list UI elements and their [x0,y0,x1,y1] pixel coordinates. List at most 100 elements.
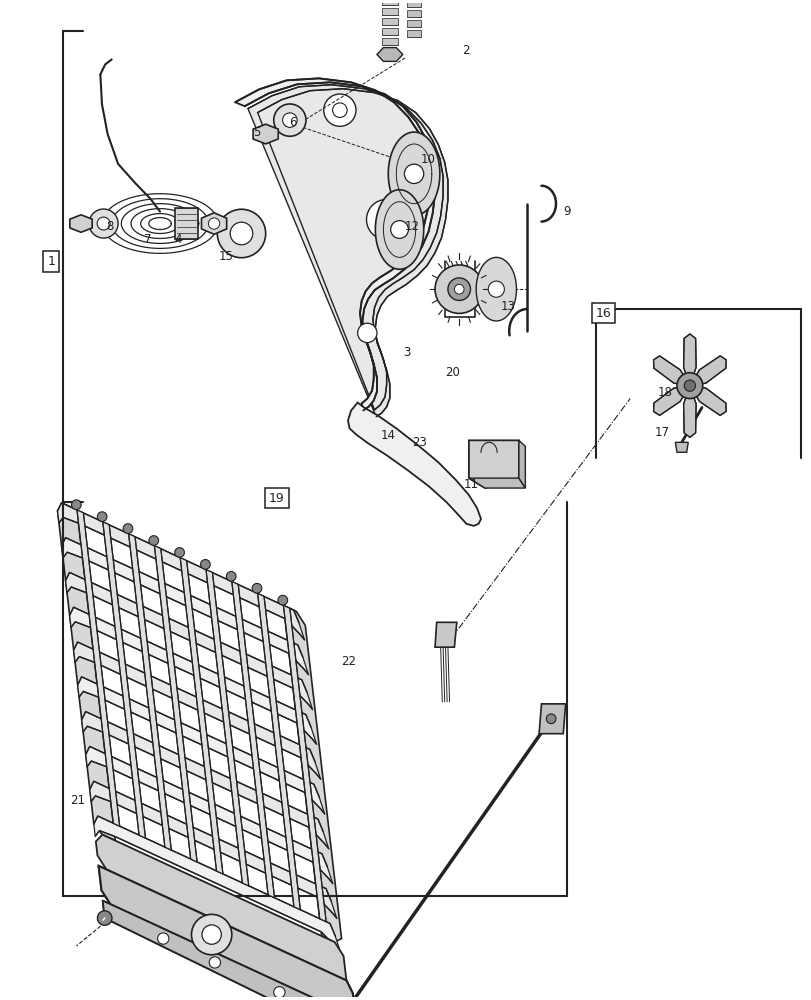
Text: 5: 5 [252,126,260,139]
Circle shape [273,987,285,998]
Circle shape [435,265,483,313]
Circle shape [333,103,346,117]
Polygon shape [689,356,725,386]
Polygon shape [381,28,397,35]
Polygon shape [78,677,324,814]
Circle shape [97,217,110,230]
Polygon shape [406,20,421,27]
Circle shape [448,278,470,300]
Circle shape [97,512,107,522]
Polygon shape [406,0,421,7]
Circle shape [454,284,464,294]
Polygon shape [206,570,248,886]
Polygon shape [375,190,423,269]
Circle shape [200,560,210,569]
Polygon shape [381,8,397,15]
Text: 19: 19 [268,492,285,505]
Polygon shape [70,215,92,232]
Polygon shape [70,607,316,744]
Polygon shape [253,124,278,144]
Polygon shape [231,582,274,898]
Polygon shape [675,442,688,452]
Text: 22: 22 [341,655,356,668]
Circle shape [357,323,376,343]
Polygon shape [77,510,119,826]
Polygon shape [381,18,397,25]
Polygon shape [347,403,480,526]
Text: 18: 18 [657,386,672,399]
Text: 2: 2 [462,44,470,57]
Text: 3: 3 [403,346,410,359]
Circle shape [202,925,221,944]
Circle shape [404,164,423,184]
Circle shape [89,209,118,238]
Circle shape [324,94,355,126]
Polygon shape [74,642,320,779]
Polygon shape [381,38,397,45]
Polygon shape [94,816,341,953]
Circle shape [71,500,81,510]
Circle shape [208,218,220,229]
Polygon shape [90,781,337,918]
Polygon shape [234,78,435,410]
Circle shape [209,957,221,968]
Polygon shape [381,0,397,5]
Polygon shape [66,572,312,709]
Polygon shape [99,866,355,1000]
Text: 17: 17 [654,426,668,439]
Circle shape [390,221,408,238]
Polygon shape [683,334,695,386]
Text: 13: 13 [500,300,515,313]
Circle shape [366,199,406,240]
Polygon shape [62,538,308,675]
Circle shape [546,714,556,724]
Polygon shape [653,386,689,415]
Polygon shape [201,213,226,234]
Text: 10: 10 [420,153,435,166]
Polygon shape [683,386,695,437]
Text: 20: 20 [444,366,459,379]
Polygon shape [406,10,421,17]
Text: 9: 9 [563,205,570,218]
Polygon shape [518,440,525,488]
Polygon shape [406,30,421,37]
Circle shape [97,911,112,925]
Polygon shape [103,522,145,838]
Text: 6: 6 [289,116,296,129]
Polygon shape [154,546,197,862]
Polygon shape [86,746,333,884]
Polygon shape [283,605,341,942]
Polygon shape [475,257,516,321]
Text: 11: 11 [464,478,478,491]
Circle shape [157,933,169,944]
Polygon shape [82,712,328,849]
Circle shape [174,548,184,557]
Circle shape [148,536,158,545]
Polygon shape [102,901,363,1000]
Circle shape [230,222,252,245]
Polygon shape [58,503,304,640]
Text: 23: 23 [412,436,427,449]
Text: 4: 4 [174,233,182,246]
Text: 1: 1 [47,255,55,268]
Polygon shape [539,704,565,734]
Bar [175,208,198,239]
Circle shape [487,281,504,297]
Polygon shape [247,85,448,417]
Circle shape [277,595,287,605]
Polygon shape [257,593,300,910]
Circle shape [684,380,695,391]
Polygon shape [689,386,725,415]
Polygon shape [180,558,223,874]
Circle shape [676,373,702,399]
Circle shape [191,914,231,955]
Text: 14: 14 [380,429,395,442]
Circle shape [123,524,133,533]
Polygon shape [58,504,115,841]
Text: 7: 7 [144,233,151,246]
Text: 16: 16 [595,307,611,320]
Circle shape [252,583,261,593]
Polygon shape [376,48,402,61]
Polygon shape [128,534,171,850]
Text: 21: 21 [70,794,84,807]
